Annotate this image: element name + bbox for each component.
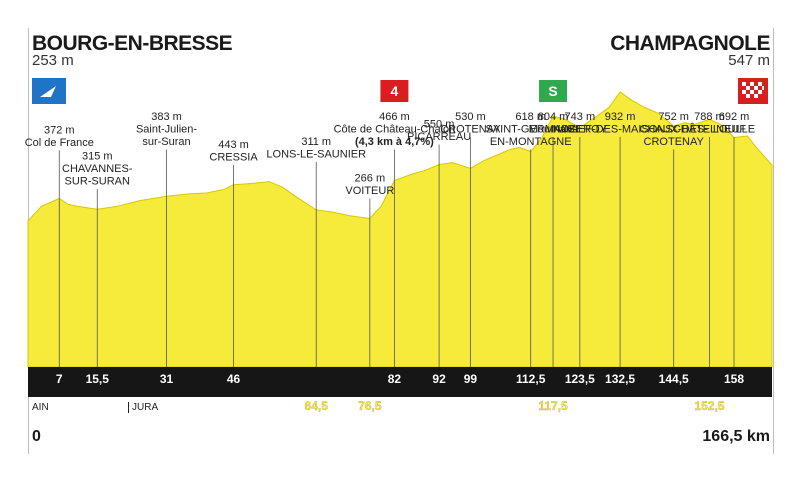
waypoint-altitude: 743 m [565,111,596,123]
waypoint-altitude: 466 m [379,111,410,123]
waypoint-altitude: 383 m [151,111,182,123]
km-tick-label: 92 [432,372,446,386]
waypoint-name: PICARREAU [407,131,471,143]
start-flag-icon [32,78,66,104]
waypoint-name: Saint-Julien- [136,124,197,136]
km-tick-label: 144,5 [659,372,689,386]
waypoint-name: Mournans [529,124,578,136]
waypoint-name: CROTENAY [644,136,705,148]
km-tick-label: 117,5 [538,399,568,413]
waypoint-altitude: 804 m [538,111,569,123]
waypoint-name: SAINT-GERMAIN- [485,124,576,136]
km-tick-label: 112,5 [516,372,546,386]
waypoint-name: CHAUX-DES- [639,124,708,136]
waypoint-name: SUR-SURAN [65,176,130,188]
waypoint-altitude: 550 m [424,119,455,131]
distance-axis-bar [28,367,772,397]
climb-category-icon [380,80,409,102]
badge-label: S [548,83,557,99]
climb-note: (4,3 km à 4,7%) [355,136,434,148]
waypoint-name: CRESSIA [209,151,258,163]
km-tick-label: 152,5 [694,399,724,413]
waypoint-altitude: 752 m [658,111,689,123]
start-altitude: 253 m [32,52,74,69]
start-town: BOURG-EN-BRESSE [32,32,233,55]
waypoint-altitude: 311 m [301,136,331,148]
finish-flag-icon [738,78,768,104]
waypoint-altitude: 266 m [355,172,386,184]
waypoint-name: LOULLE [713,124,755,136]
intermediate-sprint-icon [539,80,568,102]
finish-town: CHAMPAGNOLE [610,32,770,55]
waypoint-altitude: 372 m [44,124,75,136]
km-tick-label: 82 [388,372,402,386]
km-tick-label: 132,5 [605,372,635,386]
waypoint-name: LONS-LE-SAUNIER [266,148,366,160]
km-tick-label: 15,5 [86,372,110,386]
region-ain: AIN [32,402,49,413]
waypoint-altitude: 315 m [82,151,113,163]
finish-altitude: 547 m [728,52,770,69]
elevation-profile-area [27,91,773,368]
waypoint-altitude: 443 m [218,139,249,151]
km-tick-label: 64,5 [305,399,329,413]
km-tick-label: 158 [724,372,744,386]
km-tick-label: 46 [227,372,241,386]
waypoint-name: NOZEROY [553,124,608,136]
waypoint-name: CHÂTELNEUF [673,123,747,136]
km-tick-label: 31 [160,372,174,386]
waypoint-altitude: 618 m [515,111,546,123]
badge-label: 4 [391,83,399,99]
km-tick-label: 99 [464,372,478,386]
distance-start: 0 [32,428,41,445]
km-tick-label: 76,5 [358,399,382,413]
waypoint-altitude: 788 m [694,111,725,123]
km-tick-label: 7 [56,372,63,386]
waypoint-altitude: 692 m [719,111,750,123]
waypoint-name: EN-MONTAGNE [490,136,572,148]
waypoint-name: CHAVANNES- [62,163,133,175]
waypoint-name: CROTENAY [440,124,501,136]
waypoint-altitude: 530 m [455,111,486,123]
waypoint-altitude: 932 m [605,111,636,123]
waypoint-name: BIEF-DES-MAISONS [568,124,673,136]
region-jura: JURA [128,402,158,413]
waypoint-name: Côte de Château-Chalon [334,124,456,136]
waypoint-name: VOITEUR [345,185,394,197]
distance-total: 166,5 km [702,428,770,445]
km-tick-label: 123,5 [565,372,595,386]
waypoint-name: Col de France [25,137,94,149]
waypoint-name: sur-Suran [142,136,190,148]
